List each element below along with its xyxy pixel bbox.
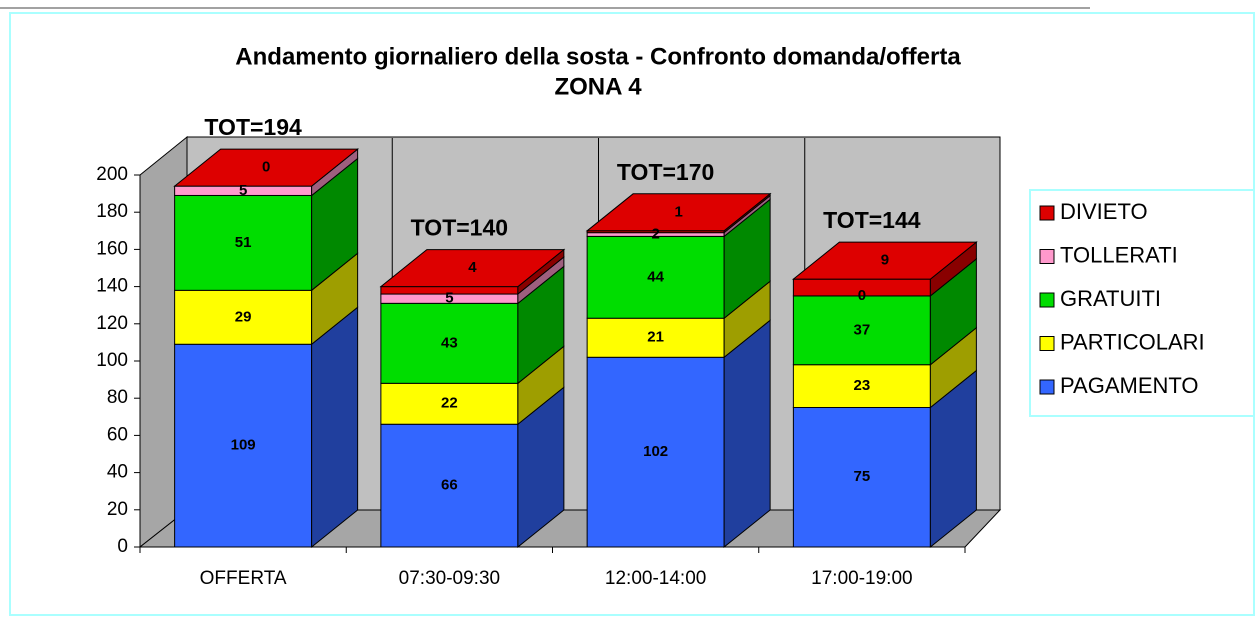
data-label: 0: [858, 287, 866, 304]
bar-segment: [174, 194, 313, 291]
bar-segment: [380, 302, 519, 384]
data-label: 9: [881, 252, 889, 269]
bar-top: [173, 148, 360, 187]
data-label: 109: [231, 437, 256, 454]
bar-segment: [174, 343, 313, 548]
total-annotation: TOT=170: [617, 159, 714, 185]
data-label: 4: [468, 259, 477, 276]
legend-label: DIVIETO: [1060, 199, 1148, 224]
data-label: 21: [647, 329, 664, 346]
legend-swatch: [1039, 379, 1055, 395]
legend-label: TOLLERATI: [1060, 242, 1178, 267]
y-tick-label: 20: [107, 499, 128, 520]
legend-swatch: [1039, 336, 1055, 351]
legend-swatch: [1039, 205, 1055, 221]
data-label: 5: [239, 182, 247, 199]
bar-segment: [792, 407, 931, 548]
data-label: 75: [854, 468, 871, 485]
y-tick-label: 100: [96, 350, 128, 371]
data-label: 51: [235, 234, 252, 251]
chart-subtitle: ZONA 4: [554, 73, 642, 100]
data-label: 5: [445, 290, 453, 307]
y-tick-label: 40: [107, 462, 128, 483]
x-tick-label: OFFERTA: [200, 568, 287, 589]
y-tick-label: 80: [107, 387, 128, 408]
x-tick-label: 17:00-19:00: [811, 568, 912, 589]
bar-top: [791, 241, 978, 280]
total-annotation: TOT=140: [411, 215, 508, 241]
x-tick-label: 07:30-09:30: [399, 568, 500, 589]
bar-segment: [586, 356, 725, 548]
y-tick-label: 140: [96, 276, 128, 297]
chart-title: Andamento giornaliero della sosta - Conf…: [235, 43, 961, 70]
bar-side: [723, 319, 771, 549]
data-label: 0: [262, 159, 270, 176]
y-tick-label: 160: [96, 238, 128, 259]
data-label: 2: [651, 225, 659, 242]
data-label: 1: [674, 203, 682, 220]
data-label: 43: [441, 334, 458, 351]
data-label: 66: [441, 477, 458, 494]
data-label: 23: [854, 377, 871, 394]
data-label: 29: [235, 308, 252, 325]
bar-segment: [586, 235, 725, 319]
y-tick-label: 180: [96, 201, 128, 222]
y-tick-label: 120: [96, 313, 128, 334]
bar-segment: [380, 423, 519, 548]
total-annotation: TOT=144: [823, 207, 921, 233]
data-label: 44: [647, 268, 664, 285]
x-tick-label: 12:00-14:00: [605, 568, 706, 589]
data-label: 22: [441, 395, 458, 412]
y-tick-label: 60: [107, 424, 128, 445]
data-label: 37: [854, 321, 871, 338]
legend-swatch: [1039, 249, 1055, 264]
total-annotation: TOT=194: [204, 114, 302, 140]
data-label: 102: [643, 443, 668, 460]
legend-label: PARTICOLARI: [1060, 329, 1205, 354]
legend-swatch: [1039, 292, 1055, 308]
bar-side: [311, 306, 359, 549]
bar-top: [585, 193, 772, 232]
legend-label: PAGAMENTO: [1060, 373, 1199, 398]
y-tick-label: 200: [96, 164, 128, 185]
bar-top: [379, 249, 566, 288]
legend-box: [1029, 189, 1255, 417]
legend-label: GRATUITI: [1060, 286, 1161, 311]
y-tick-label: 0: [117, 536, 128, 557]
